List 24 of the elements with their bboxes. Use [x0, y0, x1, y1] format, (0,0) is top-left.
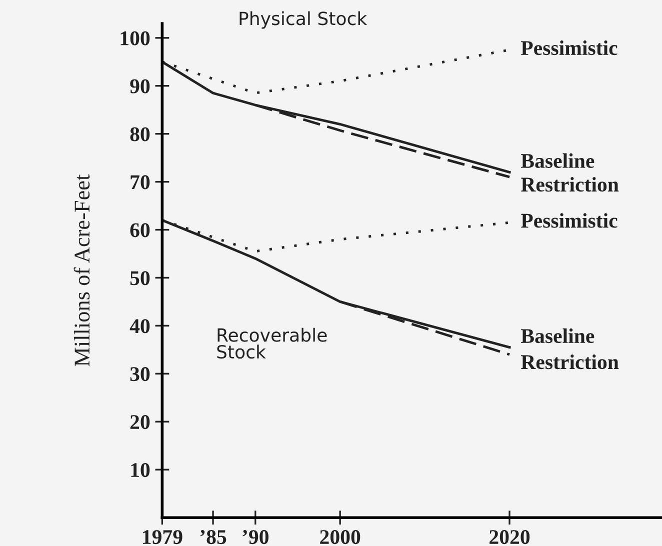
y-tick-label: 40 [130, 319, 150, 334]
series-label: Pessimistic [520, 40, 618, 56]
y-axis-title: Millions of Acre-Feet [74, 174, 90, 366]
series-label: Restriction [520, 354, 619, 370]
y-tick-label: 20 [130, 415, 150, 430]
y-tick-label: 100 [120, 31, 150, 46]
y-tick-label: 90 [130, 79, 150, 94]
series-label: Baseline [520, 153, 594, 168]
x-tick-label: 2000 [320, 530, 360, 544]
y-tick-label: 60 [130, 223, 150, 238]
y-tick-label: 10 [131, 463, 150, 478]
series-label: Pessimistic [520, 213, 618, 228]
series-label: Baseline [520, 328, 594, 344]
x-tick-label: 1979 [143, 530, 182, 544]
y-tick-label: 70 [130, 175, 150, 190]
x-tick-label: 2020 [490, 530, 530, 544]
x-tick-label: ’90 [242, 530, 268, 544]
y-tick-label: 30 [130, 367, 150, 382]
annotation: Recoverable Stock [217, 328, 327, 359]
x-tick-label: ’85 [200, 530, 226, 544]
series-label: Restriction [520, 176, 619, 192]
annotation: Physical Stock [240, 11, 368, 29]
y-tick-label: 80 [130, 127, 150, 142]
y-tick-label: 50 [130, 271, 150, 286]
